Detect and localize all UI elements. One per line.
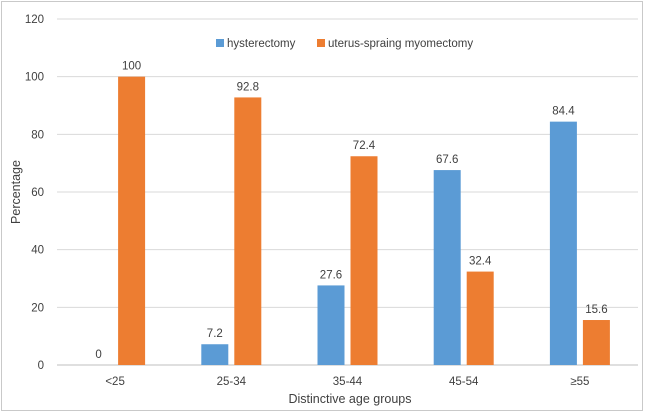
bar-hysterectomy-4 xyxy=(549,121,577,365)
x-tick-label: 45-54 xyxy=(449,376,479,388)
bar-value-label: 84.4 xyxy=(552,106,575,118)
bar-hysterectomy-3 xyxy=(433,170,461,365)
bar-value-label: 72.4 xyxy=(353,140,376,152)
y-tick-label: 40 xyxy=(31,245,44,257)
y-tick-label: 0 xyxy=(38,360,44,372)
legend-swatch-hysterectomy xyxy=(216,39,224,47)
bar-uterus-spraing-myomectomy-4 xyxy=(582,320,610,365)
y-tick-label: 20 xyxy=(31,302,44,314)
x-tick-labels: <25 25-34 35-44 45-54 ≥55 xyxy=(105,376,589,388)
x-tick-label: 35-44 xyxy=(333,376,363,388)
gridlines xyxy=(57,18,638,366)
y-tick-labels: 0 20 40 60 80 100 120 xyxy=(25,14,44,372)
bar-hysterectomy-2 xyxy=(317,285,345,365)
legend-label-hysterectomy: hysterectomy xyxy=(227,38,296,50)
bar-value-label: 0 xyxy=(95,349,101,361)
x-tick-label: 25-34 xyxy=(217,376,247,388)
bar-value-label: 32.4 xyxy=(469,256,492,268)
bar-value-label: 100 xyxy=(122,61,141,73)
x-tick-label: <25 xyxy=(105,376,125,388)
y-tick-label: 80 xyxy=(31,129,44,141)
bar-uterus-spraing-myomectomy-2 xyxy=(350,156,378,365)
legend-swatch-uterus-spraing-myomectomy xyxy=(317,39,325,47)
bar-uterus-spraing-myomectomy-0 xyxy=(118,76,146,366)
bar-value-label: 67.6 xyxy=(436,154,458,166)
bar-uterus-spraing-myomectomy-1 xyxy=(234,97,262,365)
bar-uterus-spraing-myomectomy-3 xyxy=(466,271,494,365)
bar-value-label: 92.8 xyxy=(237,81,259,93)
x-axis-title: Distinctive age groups xyxy=(289,392,412,406)
legend-label-uterus-spraing-myomectomy: uterus-spraing myomectomy xyxy=(328,38,473,50)
legend: hysterectomy uterus-spraing myomectomy xyxy=(216,38,473,50)
bar-value-labels: 0 100 7.2 92.8 27.6 72.4 67.6 32.4 84.4 15.6 xyxy=(95,61,607,361)
x-tick-label: ≥55 xyxy=(570,376,589,388)
y-axis-title: Percentage xyxy=(9,160,23,224)
y-tick-label: 120 xyxy=(25,14,44,26)
bars xyxy=(118,76,610,366)
y-tick-label: 60 xyxy=(31,187,44,199)
bar-hysterectomy-1 xyxy=(201,344,229,365)
bar-value-label: 15.6 xyxy=(585,304,607,316)
bar-value-label: 27.6 xyxy=(320,269,342,281)
bar-value-label: 7.2 xyxy=(207,328,223,340)
y-tick-label: 100 xyxy=(25,72,44,84)
